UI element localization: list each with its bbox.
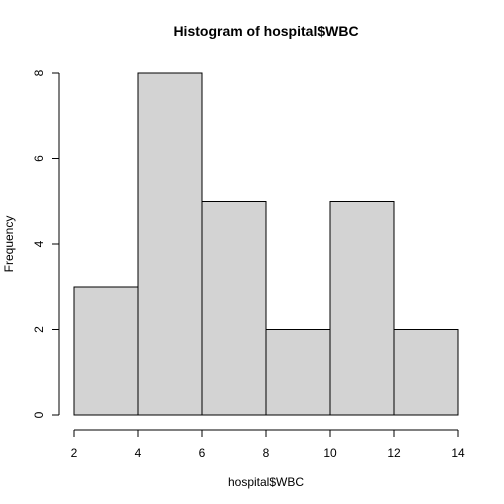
histogram-bar-3 bbox=[201, 200, 267, 416]
histogram-bar-2 bbox=[137, 72, 203, 416]
histogram-bar-6 bbox=[393, 329, 459, 416]
x-axis-tick-label-7: 14 bbox=[451, 446, 465, 460]
y-axis-label: Frequency bbox=[2, 216, 16, 273]
x-axis-label: hospital$WBC bbox=[228, 475, 304, 489]
x-axis-tick-label-6: 12 bbox=[387, 446, 401, 460]
x-axis-tick-label-2: 4 bbox=[135, 446, 142, 460]
x-axis: 2 4 6 8 10 12 14 bbox=[71, 429, 465, 460]
x-axis-tick-label-1: 2 bbox=[71, 446, 78, 460]
x-axis-tick-label-4: 8 bbox=[263, 446, 270, 460]
y-axis-tick-label-5: 8 bbox=[32, 69, 46, 76]
y-axis-ticks: 0 2 4 6 8 bbox=[32, 69, 59, 418]
x-axis-tick-label-3: 6 bbox=[199, 446, 206, 460]
y-axis-tick-label-4: 6 bbox=[32, 155, 46, 162]
y-axis-tick-label-1: 0 bbox=[32, 411, 46, 418]
y-axis-tick-label-3: 4 bbox=[32, 240, 46, 247]
y-axis: 0 2 4 6 8 bbox=[32, 69, 60, 418]
histogram-bars bbox=[73, 72, 459, 416]
x-axis-ticks: 2 4 6 8 10 12 14 bbox=[71, 430, 465, 460]
histogram-bar-4 bbox=[265, 329, 331, 416]
histogram-bar-5 bbox=[329, 200, 395, 416]
x-axis-tick-label-5: 10 bbox=[323, 446, 337, 460]
y-axis-tick-label-2: 2 bbox=[32, 326, 46, 333]
chart-title: Histogram of hospital$WBC bbox=[173, 23, 358, 39]
histogram-bar-1 bbox=[73, 286, 139, 416]
